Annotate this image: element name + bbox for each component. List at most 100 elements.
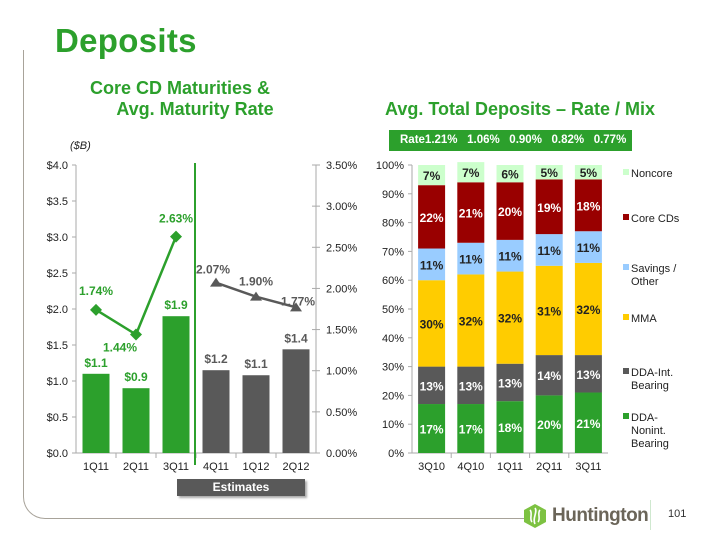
segment-label: 11% — [538, 244, 562, 258]
segment-dda-int-bearing-1Q11 — [496, 363, 524, 402]
bar-2Q11 — [122, 388, 150, 453]
segment-label: 13% — [420, 379, 444, 393]
left-chart-title-line1: Core CD Maturities & — [89, 78, 271, 98]
segment-label: 22% — [420, 211, 444, 225]
right-y-tick-label: 70% — [382, 246, 404, 258]
right-x-tick-label: 3Q11 — [575, 461, 601, 473]
rate-label: 1.74% — [79, 284, 113, 298]
segment-core-cds-1Q11 — [496, 182, 524, 240]
footer-separator — [650, 500, 651, 530]
x-tick-label: 1Q11 — [83, 461, 109, 473]
legend-swatch — [623, 169, 629, 175]
right-x-tick-label: 2Q11 — [536, 461, 562, 473]
y2-tick-label: 1.00% — [326, 366, 357, 378]
segment-label: 32% — [459, 315, 483, 329]
segment-label: 32% — [498, 312, 522, 326]
segment-noncore-1Q11 — [496, 165, 524, 183]
estimates-label: Estimates — [177, 479, 305, 496]
y-tick-label: $0.0 — [47, 448, 68, 460]
segment-label: 11% — [420, 258, 444, 272]
logo-text: Huntington — [552, 505, 649, 526]
segment-label: 11% — [498, 250, 522, 264]
segment-core-cds-3Q10 — [418, 185, 446, 249]
right-y-tick-label: 100% — [376, 160, 404, 172]
left-chart-title: Core CD Maturities & Avg. Maturity Rate — [60, 78, 300, 120]
segment-label: 18% — [498, 421, 522, 435]
right-y-tick-label: 0% — [388, 448, 404, 460]
legend-label: Noncore — [631, 168, 673, 180]
bar-value-label: $1.9 — [164, 298, 188, 312]
rate-marker — [130, 328, 142, 341]
rate-label: 1.77% — [281, 294, 315, 308]
y2-tick-label: 0.00% — [326, 448, 357, 460]
y2-tick-label: 0.50% — [326, 407, 357, 419]
right-chart-title: Avg. Total Deposits – Rate / Mix — [385, 99, 656, 119]
right-y-tick-label: 60% — [382, 275, 404, 287]
rate-marker — [170, 230, 182, 243]
segment-noncore-2Q11 — [535, 165, 563, 180]
segment-dda-int-bearing-3Q11 — [574, 355, 602, 393]
segment-savings-other-3Q10 — [418, 248, 446, 281]
segment-label: 5% — [541, 166, 559, 180]
y-tick-label: $3.0 — [47, 232, 68, 244]
segment-label: 13% — [459, 379, 483, 393]
segment-mma-3Q10 — [418, 280, 446, 367]
legend-swatch — [623, 368, 629, 374]
right-y-tick-label: 90% — [382, 189, 404, 201]
segment-core-cds-4Q10 — [457, 182, 485, 243]
segment-dda-int-bearing-3Q10 — [418, 366, 446, 405]
segment-dda-nonint-bearing-3Q11 — [574, 392, 602, 453]
y2-tick-label: 2.00% — [326, 283, 357, 295]
segment-savings-other-2Q11 — [535, 234, 563, 266]
segment-dda-nonint-bearing-2Q11 — [535, 395, 563, 453]
page-number: 101 — [668, 508, 687, 520]
x-tick-label: 2Q12 — [283, 461, 310, 473]
legend-label: Bearing — [631, 380, 669, 392]
segment-label: 6% — [501, 168, 519, 182]
bar-1Q11 — [82, 373, 110, 453]
right-y-tick-label: 40% — [382, 333, 404, 345]
segment-label: 11% — [577, 241, 601, 255]
segment-savings-other-4Q10 — [457, 242, 485, 275]
right-y-tick-label: 80% — [382, 218, 404, 230]
segment-mma-2Q11 — [535, 265, 563, 356]
x-tick-label: 4Q11 — [203, 461, 229, 473]
segment-label: 20% — [537, 418, 561, 432]
legend-label: DDA- — [631, 412, 658, 424]
segment-label: 11% — [459, 253, 483, 267]
segment-noncore-3Q11 — [574, 165, 602, 180]
x-tick-label: 1Q12 — [243, 461, 270, 473]
segment-label: 7% — [462, 166, 480, 180]
right-y-tick-label: 30% — [382, 362, 404, 374]
segment-label: 20% — [498, 205, 522, 219]
segment-dda-nonint-bearing-3Q10 — [418, 404, 446, 453]
segment-savings-other-1Q11 — [496, 239, 524, 272]
rate-marker — [250, 291, 262, 301]
right-y-tick-label: 10% — [382, 419, 404, 431]
rate-label: 2.63% — [159, 212, 193, 226]
rate-marker — [290, 302, 302, 312]
content-frame — [23, 50, 524, 519]
right-y-tick-label: 50% — [382, 304, 404, 316]
bar-value-label: $1.1 — [84, 356, 108, 370]
legend-swatch — [623, 264, 629, 270]
segment-dda-int-bearing-2Q11 — [535, 355, 563, 396]
segment-label: 13% — [576, 368, 600, 382]
segment-savings-other-3Q11 — [574, 231, 602, 263]
y2-tick-label: 1.50% — [326, 325, 357, 337]
segment-label: 30% — [420, 317, 444, 331]
segment-mma-4Q10 — [457, 274, 485, 367]
segment-label: 14% — [537, 369, 561, 383]
y-tick-label: $2.5 — [47, 268, 68, 280]
y-tick-label: $0.5 — [47, 412, 68, 424]
segment-core-cds-2Q11 — [535, 179, 563, 235]
bar-3Q11 — [162, 316, 190, 453]
rate-label: 1.44% — [103, 341, 137, 355]
rate-marker — [90, 303, 102, 316]
segment-label: 31% — [537, 304, 561, 318]
right-x-tick-label: 4Q10 — [457, 461, 484, 473]
bar-value-label: $1.1 — [244, 357, 268, 371]
legend-swatch — [623, 413, 629, 419]
legend-label: Savings / — [631, 263, 677, 275]
